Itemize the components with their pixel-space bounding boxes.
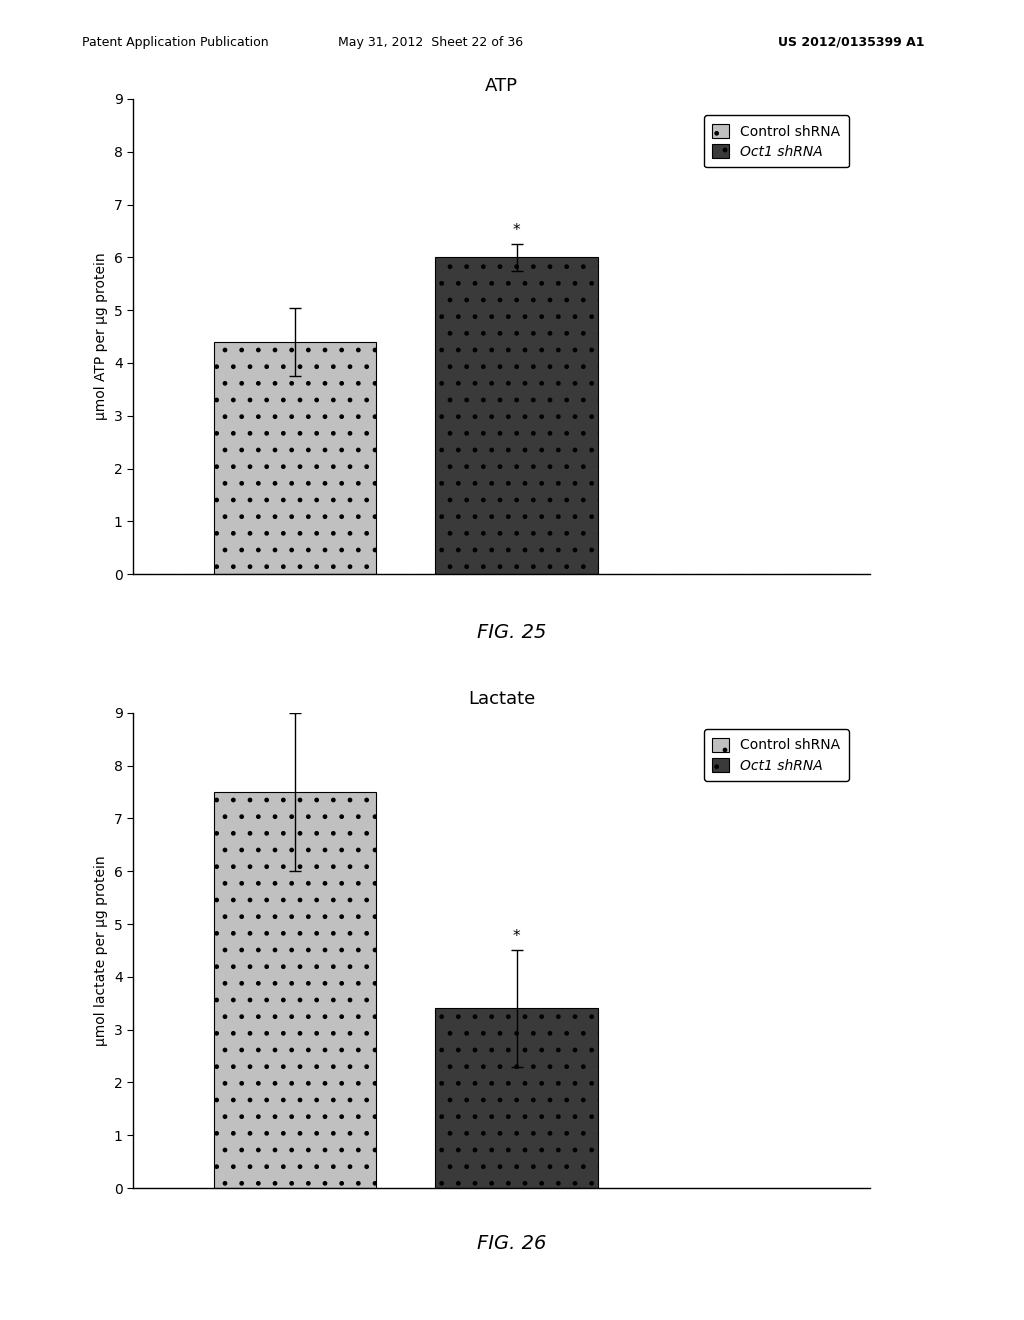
Text: Patent Application Publication: Patent Application Publication	[82, 36, 268, 49]
Y-axis label: μmol lactate per μg protein: μmol lactate per μg protein	[94, 855, 109, 1045]
Bar	[435, 257, 598, 574]
Legend: Control shRNA, Oct1 shRNA: Control shRNA, Oct1 shRNA	[705, 115, 849, 168]
Legend: Control shRNA, Oct1 shRNA: Control shRNA, Oct1 shRNA	[705, 729, 849, 781]
Bar	[435, 1008, 598, 1188]
Bar	[214, 342, 377, 574]
Title: ATP: ATP	[485, 77, 518, 95]
Bar	[214, 792, 377, 1188]
Title: Lactate: Lactate	[468, 690, 536, 709]
Text: FIG. 25: FIG. 25	[477, 623, 547, 642]
Text: FIG. 26: FIG. 26	[477, 1234, 547, 1253]
Text: *: *	[513, 929, 520, 944]
Text: US 2012/0135399 A1: US 2012/0135399 A1	[778, 36, 925, 49]
Text: May 31, 2012  Sheet 22 of 36: May 31, 2012 Sheet 22 of 36	[338, 36, 522, 49]
Y-axis label: μmol ATP per μg protein: μmol ATP per μg protein	[94, 253, 109, 420]
Text: *: *	[513, 223, 520, 238]
